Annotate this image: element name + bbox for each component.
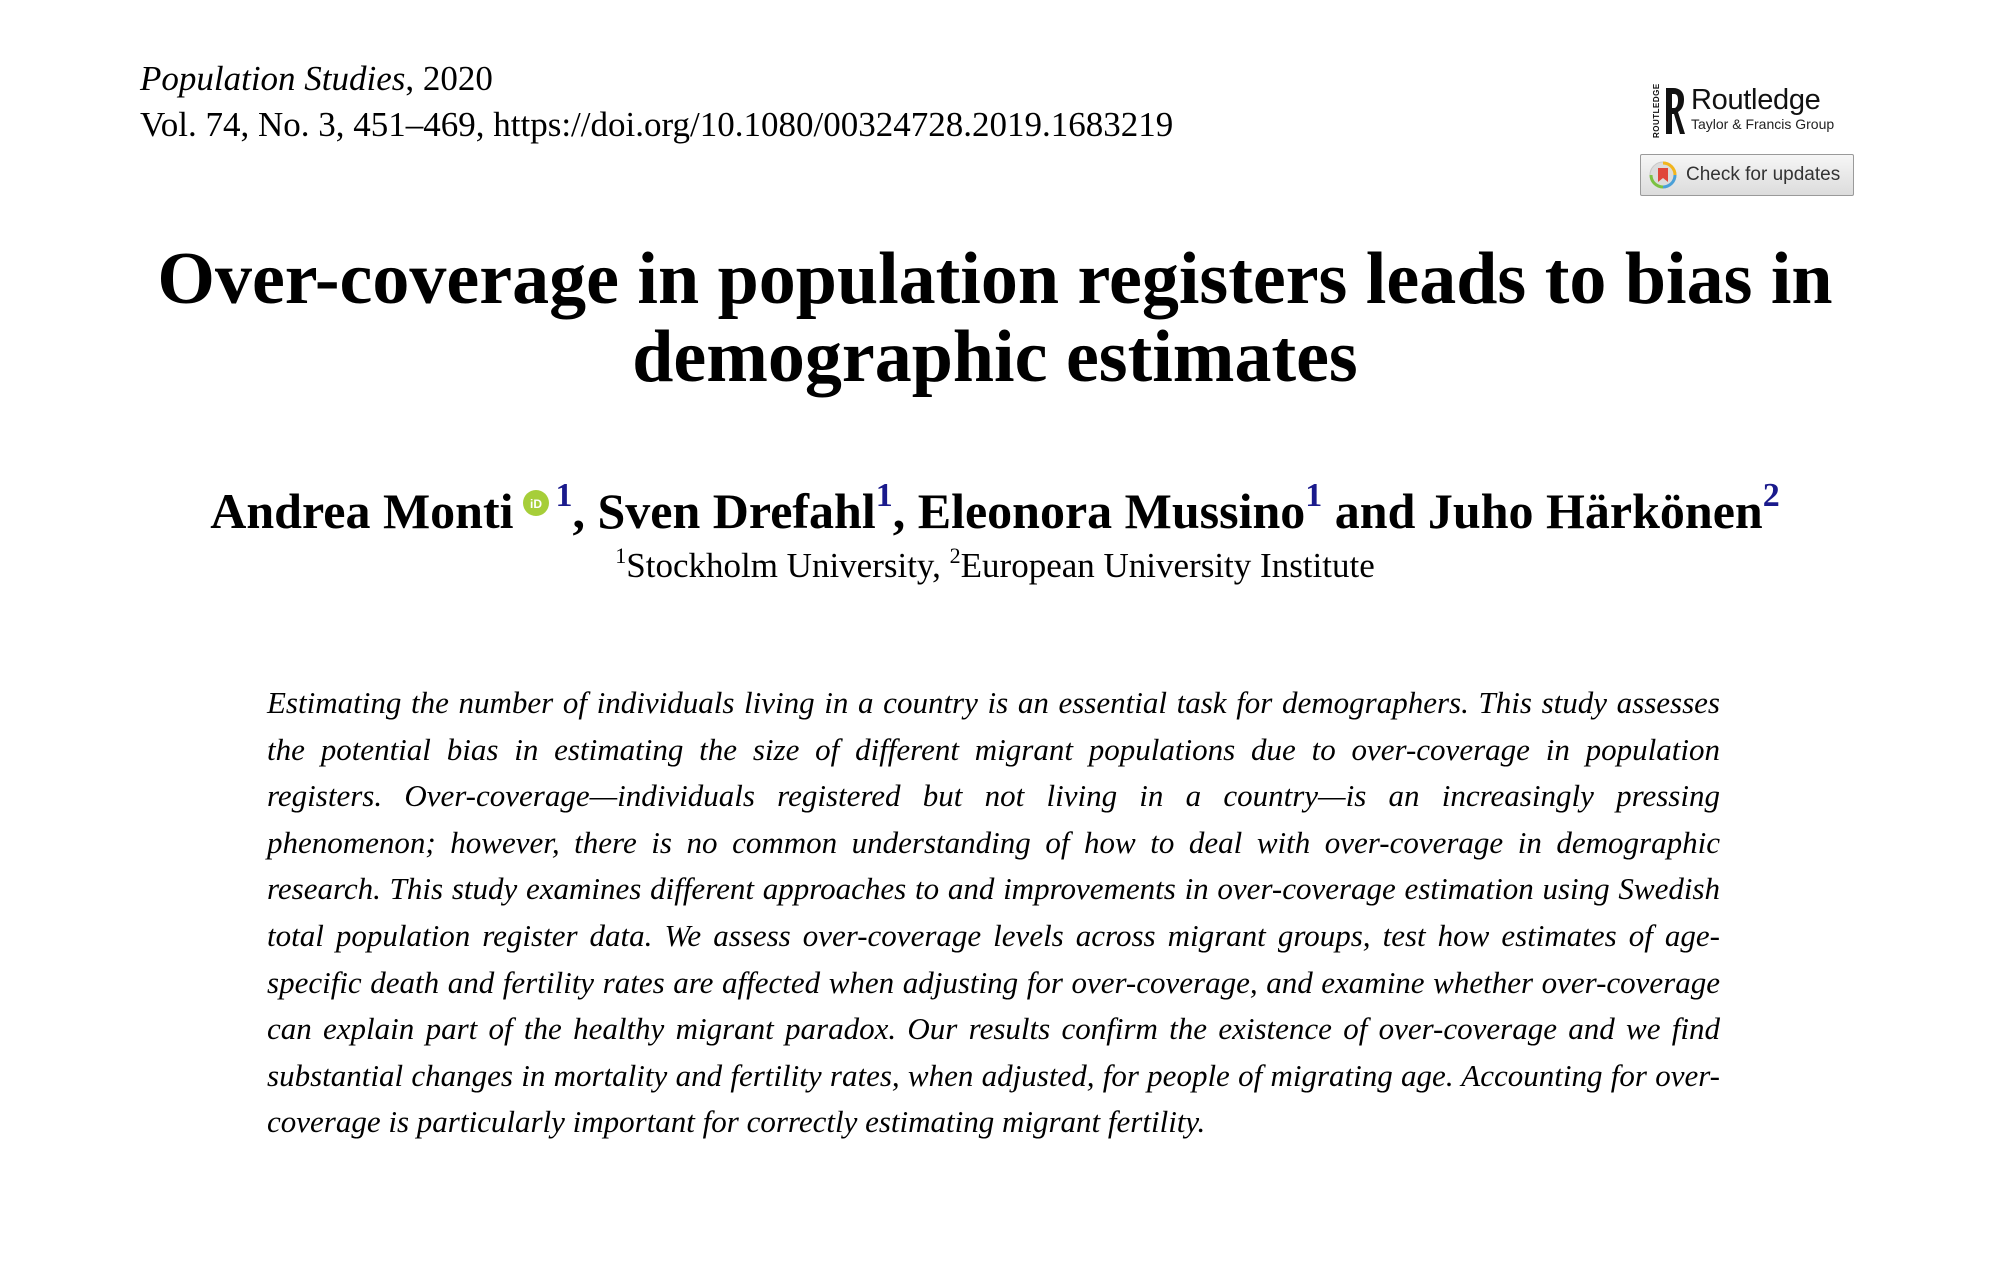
- author-list: Andrea Monti iD 1, Sven Drefahl1, Eleonora…: [0, 479, 1990, 541]
- affiliation-number: 2: [949, 543, 961, 568]
- affiliation-name: Stockholm University: [626, 546, 933, 585]
- journal-info: Population Studies, 2020 Vol. 74, No. 3,…: [140, 56, 1173, 148]
- journal-name: Population Studies: [140, 59, 406, 98]
- author-separator: ,: [892, 483, 918, 539]
- affiliation-list: 1Stockholm University, 2European Univers…: [0, 543, 1990, 589]
- publisher-name: Routledge: [1691, 84, 1821, 116]
- check-updates-icon: [1649, 161, 1677, 189]
- author-affiliation-mark[interactable]: 1: [555, 477, 573, 514]
- journal-year: 2020: [422, 59, 493, 98]
- author-affiliation-mark[interactable]: 1: [1305, 477, 1323, 514]
- author-separator: ,: [572, 483, 598, 539]
- author-name: Andrea Monti: [210, 483, 514, 539]
- check-for-updates-button[interactable]: Check for updates: [1640, 154, 1854, 196]
- author-name: Eleonora Mussino: [917, 483, 1306, 539]
- routledge-r-icon: [1666, 88, 1685, 134]
- check-updates-label: Check for updates: [1686, 164, 1841, 185]
- orcid-icon[interactable]: iD: [523, 490, 550, 516]
- author-separator: and: [1322, 483, 1428, 539]
- publisher-logo: ROUTLEDGE Routledge Taylor & Francis Gro…: [1652, 83, 1835, 138]
- journal-year-separator: ,: [405, 59, 423, 98]
- author-name: Juho Härkönen: [1427, 483, 1763, 539]
- affiliation-name: European University Institute: [960, 546, 1375, 585]
- author-name: Sven Drefahl: [597, 483, 876, 539]
- paper-title: Over-coverage in population registers le…: [157, 238, 1833, 398]
- journal-citation[interactable]: Vol. 74, No. 3, 451–469, https://doi.org…: [140, 105, 1174, 144]
- publisher-vertical-text: ROUTLEDGE: [1652, 83, 1661, 138]
- routledge-logo-mark: ROUTLEDGE: [1652, 83, 1685, 138]
- affiliation-number: 1: [615, 543, 627, 568]
- publisher-group: Taylor & Francis Group: [1691, 116, 1835, 132]
- affiliation-separator: ,: [932, 546, 950, 585]
- author-affiliation-mark[interactable]: 1: [875, 477, 893, 514]
- journal-line: Population Studies, 2020: [140, 56, 1173, 102]
- author-affiliation-mark[interactable]: 2: [1762, 477, 1780, 514]
- abstract: Estimating the number of individuals liv…: [267, 685, 1720, 1140]
- orcid-icon-label: iD: [530, 497, 542, 511]
